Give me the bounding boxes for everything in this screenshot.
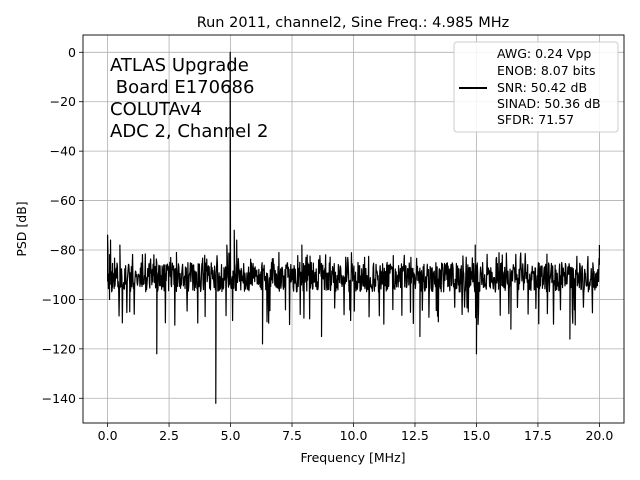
x-axis-ticks: 0.0 2.5 5.0 7.5 10.0 12.5 15.0 17.5 20.0	[98, 423, 613, 443]
annotation-line-3: COLUTAv4	[110, 99, 202, 120]
y-axis-ticks: 0 −20 −40 −60 −80 −100 −120 −140	[42, 45, 83, 406]
y-tick-label: −60	[50, 193, 76, 208]
x-axis-label: Frequency [MHz]	[300, 450, 405, 465]
y-tick-label: 0	[68, 45, 76, 60]
annotation-line-1: ATLAS Upgrade	[110, 55, 249, 76]
legend-box	[453, 41, 619, 133]
legend-awg: AWG: 0.24 Vpp	[497, 46, 591, 61]
annotation-line-2: Board E170686	[110, 77, 254, 98]
board-annotation: ATLAS Upgrade Board E170686 COLUTAv4 ADC…	[110, 55, 268, 142]
psd-trace-group	[106, 51, 601, 404]
y-axis-label: PSD [dB]	[14, 201, 29, 256]
x-tick-label: 2.5	[159, 428, 179, 443]
annotation-line-4: ADC 2, Channel 2	[110, 121, 268, 142]
y-tick-label: −100	[42, 292, 76, 307]
y-tick-label: −40	[50, 144, 76, 159]
y-tick-label: −120	[42, 341, 76, 356]
x-tick-label: 10.0	[340, 428, 368, 443]
x-tick-label: 15.0	[463, 428, 491, 443]
x-tick-label: 0.0	[98, 428, 118, 443]
x-tick-label: 7.5	[282, 428, 302, 443]
y-tick-label: −140	[42, 391, 76, 406]
legend: AWG: 0.24 Vpp ENOB: 8.07 bits SNR: 50.42…	[453, 41, 619, 133]
x-tick-label: 5.0	[221, 428, 241, 443]
x-tick-label: 12.5	[401, 428, 429, 443]
x-tick-label: 20.0	[585, 428, 613, 443]
psd-trace	[106, 51, 601, 404]
x-tick-label: 17.5	[524, 428, 552, 443]
y-tick-label: −80	[50, 243, 76, 258]
legend-enob: ENOB: 8.07 bits	[497, 63, 595, 78]
legend-sfdr: SFDR: 71.57	[497, 112, 574, 127]
legend-sinad: SINAD: 50.36 dB	[497, 96, 601, 111]
y-tick-label: −20	[50, 94, 76, 109]
chart-title: Run 2011, channel2, Sine Freq.: 4.985 MH…	[197, 15, 510, 31]
legend-snr: SNR: 50.42 dB	[497, 80, 587, 95]
